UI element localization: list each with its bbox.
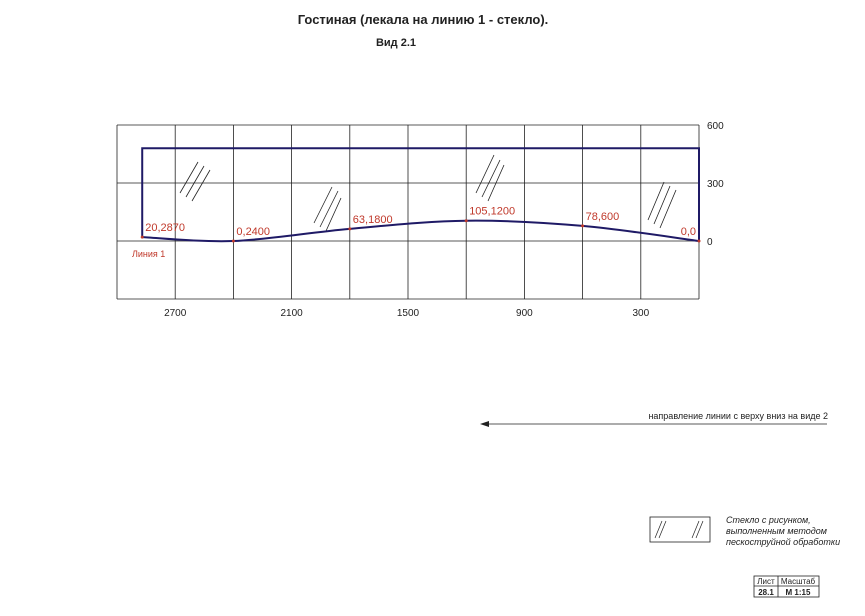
subtitle: Вид 2.1 [376, 37, 416, 49]
point-label: 105,1200 [469, 206, 515, 218]
title: Гостиная (лекала на линию 1 - стекло). [298, 12, 549, 27]
point-label: 63,1800 [353, 214, 393, 226]
sheet-number: 28.1 [758, 588, 774, 597]
glass-outline [141, 147, 700, 241]
line-curve [142, 219, 700, 243]
title-block [753, 575, 820, 598]
line-label: Линия 1 [132, 249, 165, 259]
point [581, 224, 585, 228]
y-tick-label: 600 [707, 121, 724, 132]
point-label: 0,2400 [236, 226, 270, 238]
point-label: 0,0 [681, 226, 696, 238]
arrow-head [480, 421, 489, 427]
x-tick-label: 1500 [397, 308, 420, 319]
legend-symbol [649, 516, 711, 543]
point-label: 20,2870 [145, 222, 185, 234]
scale-value: М 1:15 [786, 588, 811, 597]
sheet-label: Лист [757, 577, 775, 586]
x-tick-label: 2100 [280, 308, 303, 319]
point [348, 227, 352, 231]
legend-text: выполненным методом [726, 526, 827, 536]
scale-label: Масштаб [781, 577, 816, 586]
legend-hatch [654, 520, 704, 539]
y-tick-label: 0 [707, 237, 713, 248]
legend-text: пескоструйной обработки [726, 537, 840, 547]
direction-note: направление линии с верху вниз на виде 2 [648, 411, 828, 421]
point-label: 78,600 [586, 211, 620, 223]
point [140, 235, 144, 239]
point [464, 219, 468, 223]
y-tick-label: 300 [707, 179, 724, 190]
point [231, 239, 235, 243]
x-tick-label: 300 [632, 308, 649, 319]
x-tick-label: 900 [516, 308, 533, 319]
legend-text: Стекло с рисунком, [726, 515, 811, 525]
point [697, 239, 701, 243]
x-tick-label: 2700 [164, 308, 187, 319]
